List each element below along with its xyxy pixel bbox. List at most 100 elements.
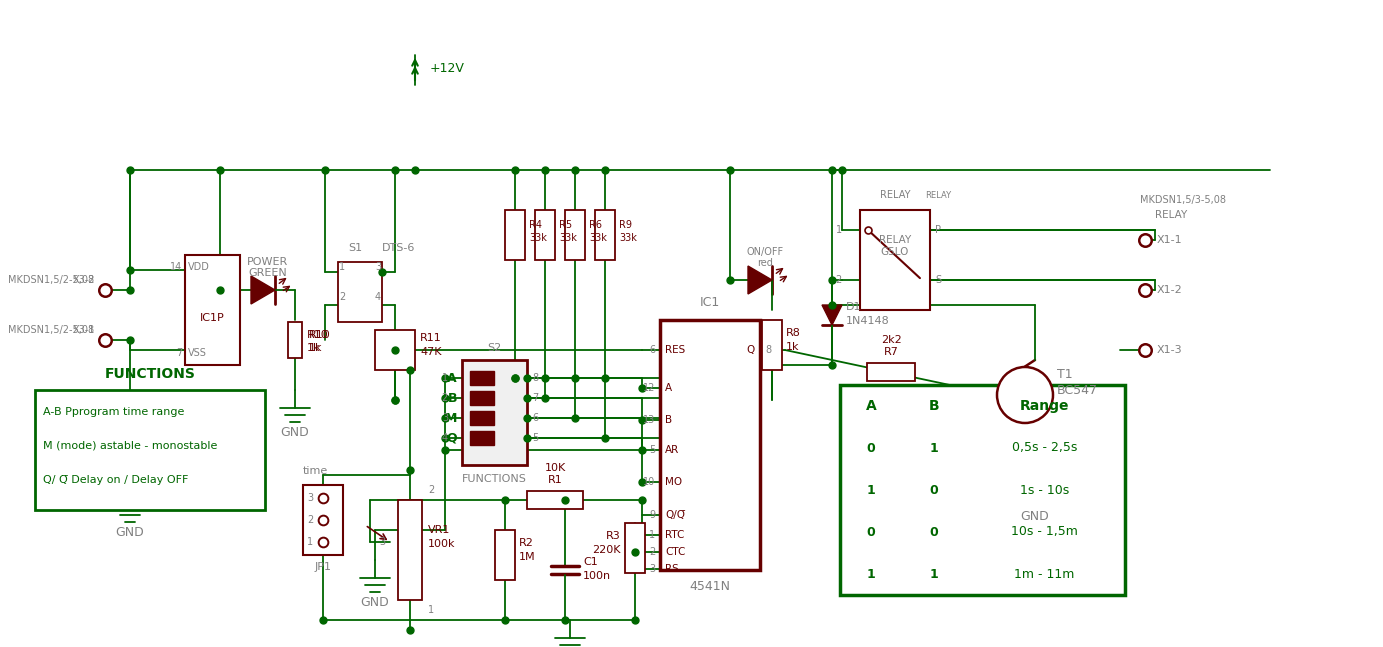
Bar (566, 210, 585, 260)
Bar (839, 385, 1124, 595)
Text: R10: R10 (308, 330, 331, 340)
Text: ON/OFF: ON/OFF (747, 247, 784, 257)
Text: 2: 2 (835, 275, 842, 285)
Bar (470, 371, 494, 385)
Text: MKDSN1,5/3-5,08: MKDSN1,5/3-5,08 (1140, 195, 1225, 205)
Text: 3: 3 (379, 537, 384, 547)
Text: R6: R6 (589, 220, 602, 230)
Text: 3: 3 (443, 413, 448, 423)
Bar (375, 330, 415, 370)
Text: AR: AR (665, 445, 679, 455)
Text: R4: R4 (530, 220, 542, 230)
Text: 1m - 11m: 1m - 11m (1014, 567, 1075, 580)
Bar (470, 391, 494, 405)
Text: 5: 5 (532, 433, 538, 443)
Text: A: A (866, 399, 877, 413)
Circle shape (997, 367, 1052, 423)
Text: 1: 1 (929, 567, 938, 580)
Bar (35, 390, 266, 510)
Text: Q/Q̅: Q/Q̅ (665, 510, 685, 520)
Text: 6: 6 (532, 413, 538, 423)
Text: GREEN: GREEN (249, 268, 288, 278)
Text: 3: 3 (375, 262, 382, 272)
Text: 100n: 100n (584, 571, 611, 581)
Text: 3: 3 (307, 493, 313, 503)
Text: 47K: 47K (420, 347, 441, 357)
Text: RTC: RTC (665, 530, 685, 540)
Text: R9: R9 (620, 220, 632, 230)
Text: 4541N: 4541N (690, 580, 730, 593)
Text: 1k: 1k (786, 342, 799, 352)
Bar (595, 210, 615, 260)
Text: 1M: 1M (519, 552, 535, 562)
Text: A: A (665, 383, 672, 393)
Text: 10K: 10K (545, 463, 566, 473)
Text: R1: R1 (548, 475, 563, 485)
Text: IC1: IC1 (700, 296, 721, 309)
Text: IC1P: IC1P (199, 313, 224, 323)
Text: 33k: 33k (589, 233, 607, 243)
Text: 5: 5 (649, 445, 656, 455)
Text: M (mode) astable - monostable: M (mode) astable - monostable (43, 441, 217, 451)
Text: 1: 1 (443, 373, 448, 383)
Bar (535, 210, 555, 260)
Text: 1s - 10s: 1s - 10s (1019, 483, 1069, 496)
Text: X1-2: X1-2 (1158, 285, 1182, 295)
Text: B: B (665, 415, 672, 425)
Text: +12V: +12V (430, 61, 465, 74)
Text: RS: RS (665, 564, 679, 574)
Text: 2: 2 (441, 393, 448, 403)
Text: R10: R10 (307, 330, 329, 340)
Text: 13: 13 (643, 415, 656, 425)
Text: DTS-6: DTS-6 (382, 243, 415, 253)
Text: 33k: 33k (530, 233, 546, 243)
Text: 9: 9 (649, 510, 656, 520)
Bar (470, 431, 494, 445)
Bar (398, 500, 422, 600)
Text: VSS: VSS (188, 348, 207, 358)
Text: 3: 3 (649, 564, 656, 574)
Text: MKDSN1,5/2-5,08: MKDSN1,5/2-5,08 (8, 275, 94, 285)
Bar (660, 320, 761, 570)
Text: GND: GND (1021, 510, 1050, 523)
Text: S1: S1 (349, 243, 362, 253)
Text: POWER: POWER (248, 257, 289, 267)
Bar (185, 255, 241, 365)
Text: 12: 12 (643, 383, 656, 393)
Text: T1: T1 (1057, 369, 1073, 382)
Text: 1k: 1k (308, 343, 322, 353)
Text: 1N4148: 1N4148 (846, 316, 889, 326)
Text: R11: R11 (420, 333, 441, 343)
Text: 1: 1 (867, 567, 875, 580)
Text: GND: GND (281, 426, 310, 439)
Bar (867, 363, 916, 381)
Text: 1k: 1k (307, 343, 321, 353)
Text: GND: GND (116, 525, 144, 538)
Text: 0: 0 (867, 441, 875, 454)
Text: Q/ Q̅ Delay on / Delay OFF: Q/ Q̅ Delay on / Delay OFF (43, 475, 188, 485)
Text: Range: Range (1019, 399, 1069, 413)
Text: P: P (935, 225, 940, 235)
Text: MO: MO (665, 477, 682, 487)
Text: 2: 2 (649, 547, 656, 557)
Text: 100k: 100k (427, 539, 455, 549)
Text: G5LO: G5LO (881, 247, 909, 257)
Bar (505, 210, 526, 260)
Text: X1-1: X1-1 (1158, 235, 1182, 245)
Bar (625, 523, 644, 573)
Text: 0: 0 (867, 525, 875, 538)
Text: 33k: 33k (620, 233, 638, 243)
Text: 10: 10 (643, 477, 656, 487)
Bar (470, 411, 494, 425)
Text: 8: 8 (765, 345, 772, 355)
Text: 2k2: 2k2 (881, 335, 902, 345)
Text: X3-2: X3-2 (73, 275, 95, 285)
Text: B: B (448, 391, 456, 404)
Text: GND: GND (361, 595, 390, 608)
Text: VDD: VDD (188, 262, 210, 272)
Text: 0: 0 (929, 483, 938, 496)
Text: 1: 1 (929, 441, 938, 454)
Bar (762, 320, 781, 370)
Bar (495, 530, 514, 580)
Text: 33k: 33k (559, 233, 577, 243)
